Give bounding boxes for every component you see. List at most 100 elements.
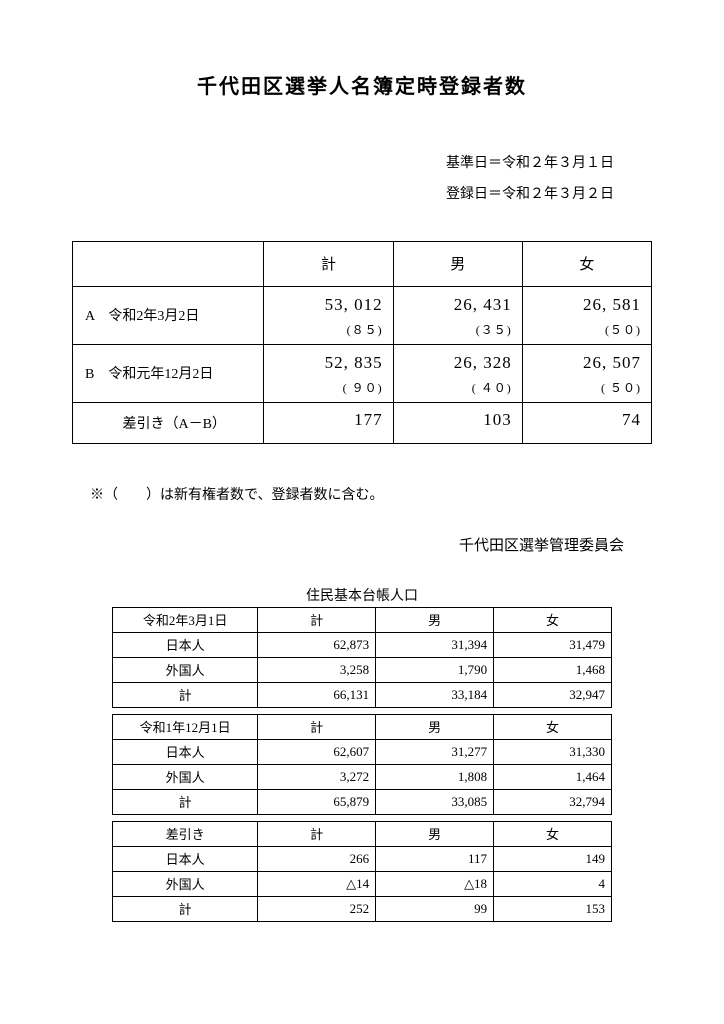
row-b-label: B 令和元年12月2日 bbox=[73, 344, 264, 402]
row-b-total-sub: ( ９０) bbox=[274, 379, 382, 396]
table-row: 日本人 62,873 31,394 31,479 bbox=[113, 632, 612, 657]
committee-name: 千代田区選挙管理委員会 bbox=[50, 534, 674, 555]
pop1-fr-label: 外国人 bbox=[113, 657, 258, 682]
pop3-sum-total: 252 bbox=[258, 896, 376, 921]
diff-female-value: 74 bbox=[533, 410, 641, 430]
main-header-total: 計 bbox=[264, 241, 393, 286]
row-b-female-value: 26, 507 bbox=[533, 353, 641, 373]
pop2-sum-female: 32,794 bbox=[494, 789, 612, 814]
pop3-jp-label: 日本人 bbox=[113, 846, 258, 871]
pop3-fr-male: △18 bbox=[376, 871, 494, 896]
table-row: 計 65,879 33,085 32,794 bbox=[113, 789, 612, 814]
pop2-jp-female: 31,330 bbox=[494, 739, 612, 764]
pop1-fr-female: 1,468 bbox=[494, 657, 612, 682]
pop2-fr-male: 1,808 bbox=[376, 764, 494, 789]
row-a-male-sub: (３５) bbox=[404, 321, 512, 338]
pop1-jp-total: 62,873 bbox=[258, 632, 376, 657]
row-b-male-value: 26, 328 bbox=[404, 353, 512, 373]
table-row: 計 66,131 33,184 32,947 bbox=[113, 682, 612, 707]
pop3-sum-male: 99 bbox=[376, 896, 494, 921]
pop3-jp-total: 266 bbox=[258, 846, 376, 871]
pop2-jp-label: 日本人 bbox=[113, 739, 258, 764]
pop3-fr-label: 外国人 bbox=[113, 871, 258, 896]
base-date: 基準日＝令和２年３月１日 bbox=[50, 149, 614, 180]
pop1-fr-total: 3,258 bbox=[258, 657, 376, 682]
row-b-female: 26, 507 ( ５０) bbox=[522, 344, 651, 402]
row-b-female-sub: ( ５０) bbox=[533, 379, 641, 396]
pop2-jp-total: 62,607 bbox=[258, 739, 376, 764]
pop2-sum-male: 33,085 bbox=[376, 789, 494, 814]
row-a-total-value: 53, 012 bbox=[274, 295, 382, 315]
pop3-h-male: 男 bbox=[376, 821, 494, 846]
main-header-male: 男 bbox=[393, 241, 522, 286]
row-a-female: 26, 581 (５０) bbox=[522, 286, 651, 344]
main-row-b: B 令和元年12月2日 52, 835 ( ９０) 26, 328 ( ４０) … bbox=[73, 344, 652, 402]
row-a-female-value: 26, 581 bbox=[533, 295, 641, 315]
pop-table-2: 令和1年12月1日 計 男 女 日本人 62,607 31,277 31,330… bbox=[112, 714, 612, 815]
pop3-sum-label: 計 bbox=[113, 896, 258, 921]
main-row-a: A 令和2年3月2日 53, 012 (８５) 26, 431 (３５) 26,… bbox=[73, 286, 652, 344]
table-row: 外国人 3,272 1,808 1,464 bbox=[113, 764, 612, 789]
pop2-sum-label: 計 bbox=[113, 789, 258, 814]
row-b-total: 52, 835 ( ９０) bbox=[264, 344, 393, 402]
main-header-female: 女 bbox=[522, 241, 651, 286]
row-b-male-sub: ( ４０) bbox=[404, 379, 512, 396]
diff-total-value: 177 bbox=[274, 410, 382, 430]
date-block: 基準日＝令和２年３月１日 登録日＝令和２年３月２日 bbox=[50, 149, 674, 211]
pop3-h-total: 計 bbox=[258, 821, 376, 846]
row-a-male-value: 26, 431 bbox=[404, 295, 512, 315]
diff-male-value: 103 bbox=[404, 410, 512, 430]
pop3-jp-female: 149 bbox=[494, 846, 612, 871]
pop1-fr-male: 1,790 bbox=[376, 657, 494, 682]
diff-label: 差引き（A－B） bbox=[73, 402, 264, 443]
pop2-fr-female: 1,464 bbox=[494, 764, 612, 789]
pop1-sum-total: 66,131 bbox=[258, 682, 376, 707]
diff-female: 74 bbox=[522, 402, 651, 443]
main-table: 計 男 女 A 令和2年3月2日 53, 012 (８５) 26, 431 (３… bbox=[72, 241, 652, 444]
row-a-total: 53, 012 (８５) bbox=[264, 286, 393, 344]
pop3-h-female: 女 bbox=[494, 821, 612, 846]
pop2-jp-male: 31,277 bbox=[376, 739, 494, 764]
pop2-fr-label: 外国人 bbox=[113, 764, 258, 789]
pop1-jp-female: 31,479 bbox=[494, 632, 612, 657]
row-b-total-value: 52, 835 bbox=[274, 353, 382, 373]
pop1-h-male: 男 bbox=[376, 607, 494, 632]
footnote: ※（ ）は新有権者数で、登録者数に含む。 bbox=[90, 484, 674, 504]
pop2-h-female: 女 bbox=[494, 714, 612, 739]
pop2-date: 令和1年12月1日 bbox=[113, 714, 258, 739]
row-a-male: 26, 431 (３５) bbox=[393, 286, 522, 344]
main-row-diff: 差引き（A－B） 177 103 74 bbox=[73, 402, 652, 443]
row-b-male: 26, 328 ( ４０) bbox=[393, 344, 522, 402]
page-title: 千代田区選挙人名簿定時登録者数 bbox=[50, 70, 674, 99]
population-title: 住民基本台帳人口 bbox=[50, 585, 674, 605]
pop2-fr-total: 3,272 bbox=[258, 764, 376, 789]
pop1-sum-female: 32,947 bbox=[494, 682, 612, 707]
pop2-h-male: 男 bbox=[376, 714, 494, 739]
row-a-female-sub: (５０) bbox=[533, 321, 641, 338]
main-header-blank bbox=[73, 241, 264, 286]
diff-male: 103 bbox=[393, 402, 522, 443]
pop1-jp-label: 日本人 bbox=[113, 632, 258, 657]
pop1-h-total: 計 bbox=[258, 607, 376, 632]
pop-table-3: 差引き 計 男 女 日本人 266 117 149 外国人 △14 △18 4 … bbox=[112, 821, 612, 922]
table-row: 外国人 3,258 1,790 1,468 bbox=[113, 657, 612, 682]
pop1-sum-label: 計 bbox=[113, 682, 258, 707]
table-row: 日本人 62,607 31,277 31,330 bbox=[113, 739, 612, 764]
pop1-sum-male: 33,184 bbox=[376, 682, 494, 707]
row-a-label: A 令和2年3月2日 bbox=[73, 286, 264, 344]
row-a-total-sub: (８５) bbox=[274, 321, 382, 338]
pop-table-1: 令和2年3月1日 計 男 女 日本人 62,873 31,394 31,479 … bbox=[112, 607, 612, 708]
pop3-jp-male: 117 bbox=[376, 846, 494, 871]
diff-total: 177 bbox=[264, 402, 393, 443]
pop1-date: 令和2年3月1日 bbox=[113, 607, 258, 632]
pop3-fr-total: △14 bbox=[258, 871, 376, 896]
registration-date: 登録日＝令和２年３月２日 bbox=[50, 180, 614, 211]
table-row: 日本人 266 117 149 bbox=[113, 846, 612, 871]
pop2-h-total: 計 bbox=[258, 714, 376, 739]
pop3-sum-female: 153 bbox=[494, 896, 612, 921]
pop3-date: 差引き bbox=[113, 821, 258, 846]
pop2-sum-total: 65,879 bbox=[258, 789, 376, 814]
pop1-jp-male: 31,394 bbox=[376, 632, 494, 657]
pop3-fr-female: 4 bbox=[494, 871, 612, 896]
table-row: 外国人 △14 △18 4 bbox=[113, 871, 612, 896]
